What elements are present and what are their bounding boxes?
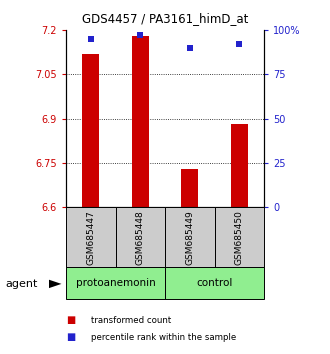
Bar [115, 207, 165, 267]
Text: GSM685447: GSM685447 [86, 210, 95, 264]
Bar [214, 207, 264, 267]
Bar [66, 207, 115, 267]
Bar [82, 54, 99, 207]
Bar [165, 207, 214, 267]
Bar [231, 125, 248, 207]
Text: GSM685449: GSM685449 [185, 210, 194, 264]
Text: agent: agent [5, 279, 37, 289]
Bar [132, 36, 149, 207]
Text: ■: ■ [66, 332, 75, 342]
Text: protoanemonin: protoanemonin [76, 278, 155, 288]
Text: transformed count: transformed count [91, 316, 171, 325]
Text: GSM685450: GSM685450 [235, 210, 244, 265]
Text: percentile rank within the sample: percentile rank within the sample [91, 332, 236, 342]
Text: GDS4457 / PA3161_himD_at: GDS4457 / PA3161_himD_at [82, 12, 248, 25]
Text: GSM685448: GSM685448 [136, 210, 145, 264]
Text: control: control [196, 278, 233, 288]
Text: ■: ■ [66, 315, 75, 325]
Bar [165, 267, 264, 299]
Bar [181, 169, 198, 207]
Bar [66, 267, 165, 299]
Polygon shape [49, 280, 61, 288]
